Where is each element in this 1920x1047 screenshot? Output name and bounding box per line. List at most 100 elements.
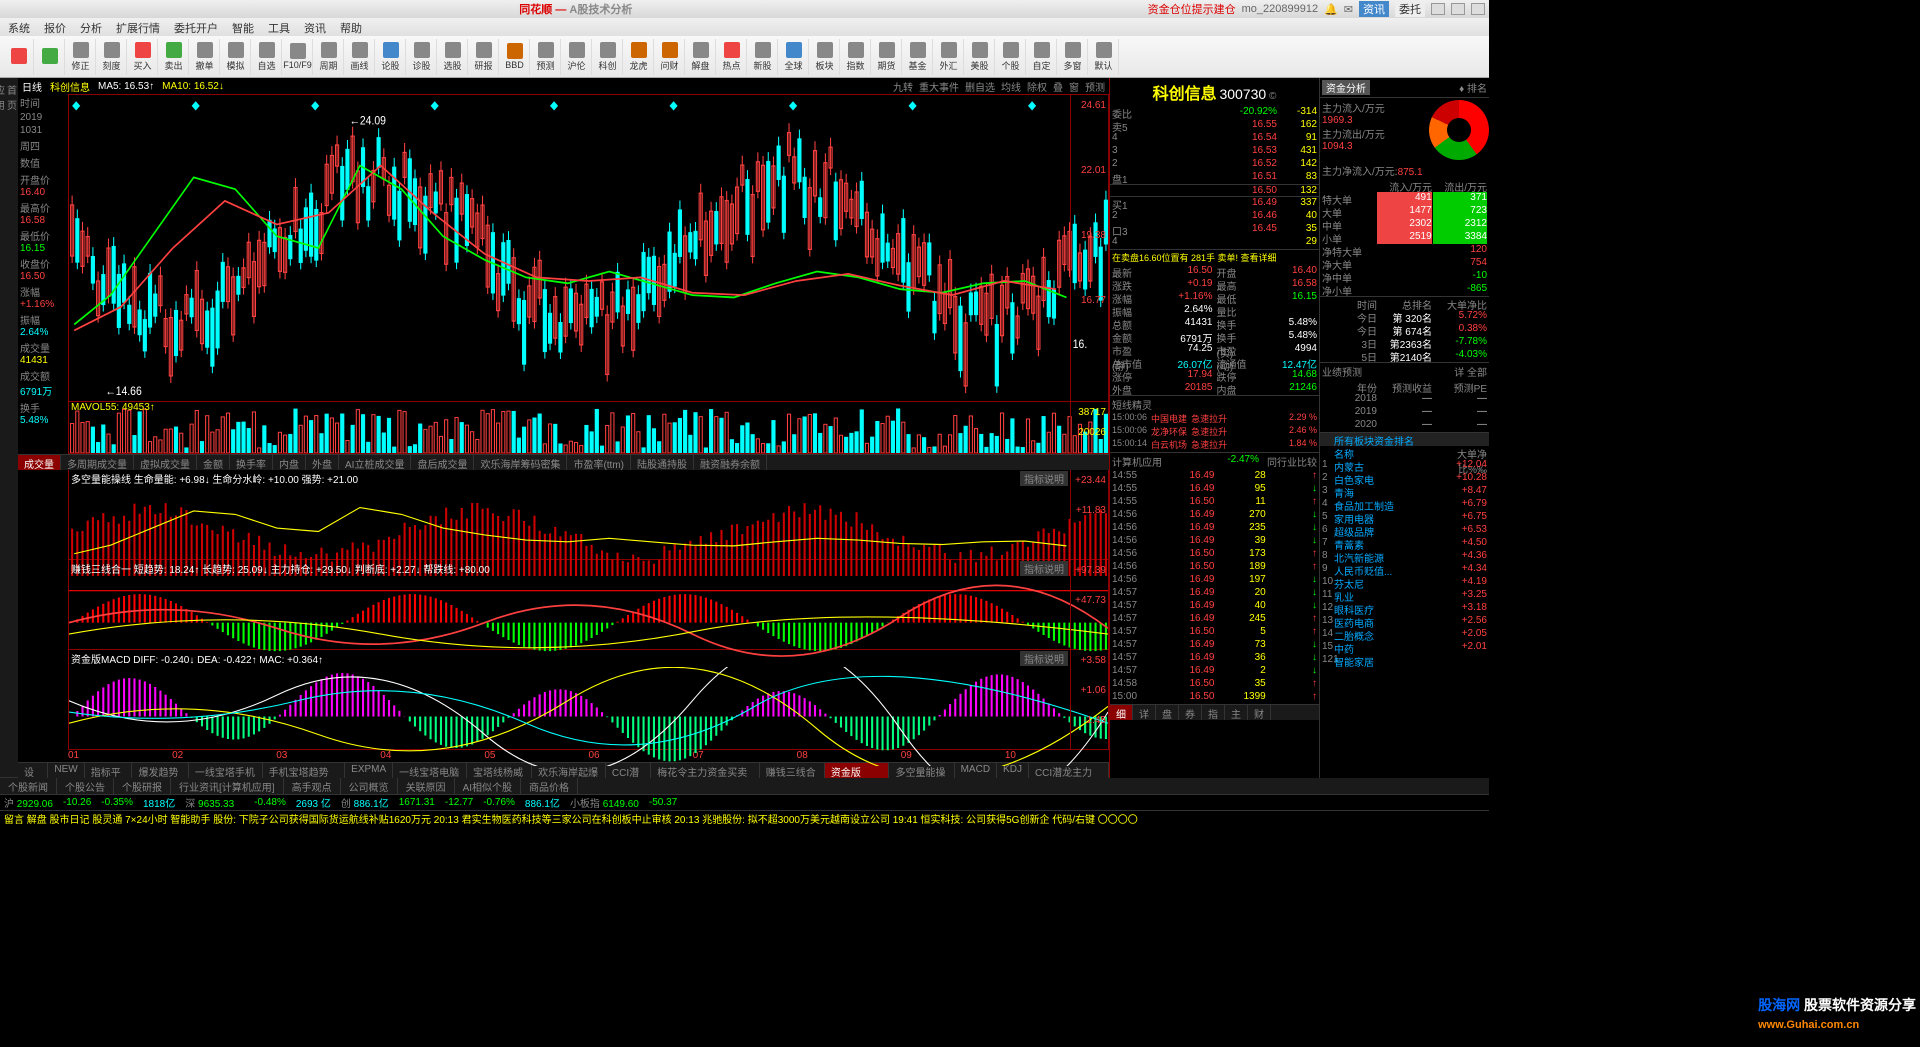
bottomtabs-5[interactable]: 公司概览 — [341, 778, 398, 794]
tbtn-研报[interactable]: 研报 — [469, 39, 499, 75]
ticktabs-4[interactable]: 指 — [1202, 705, 1225, 720]
menu-委托开户[interactable]: 委托开户 — [174, 20, 218, 34]
tbtn-周期[interactable]: 周期 — [314, 39, 344, 75]
ind3-explain[interactable]: 指标说明 — [1020, 651, 1068, 666]
bottomtabs-8[interactable]: 商品价格 — [521, 778, 578, 794]
bottomtabs-6[interactable]: 关联原因 — [398, 778, 455, 794]
msg-icon[interactable]: ✉ — [1344, 3, 1353, 16]
tbtn-外汇[interactable]: 外汇 — [934, 39, 964, 75]
bottomtabs-0[interactable]: 个股新闻 — [0, 778, 57, 794]
indicator-1[interactable]: 多空量能操线 生命量能: +6.98↓ 生命分水岭: +10.00 强势: +2… — [68, 470, 1109, 560]
ticktabs-6[interactable]: 财 — [1248, 705, 1271, 720]
tbtn-F10/F9[interactable]: F10/F9 — [283, 39, 313, 75]
tbtn-修正[interactable]: 修正 — [66, 39, 96, 75]
period[interactable]: 日线 — [22, 79, 42, 94]
bottomtabs-7[interactable]: AI相似个股 — [455, 778, 521, 794]
tbtn-龙虎[interactable]: 龙虎 — [624, 39, 654, 75]
voltabs-0[interactable]: 成交量 — [18, 455, 61, 470]
tbtn-热点[interactable]: 热点 — [717, 39, 747, 75]
tbtn-科创[interactable]: 科创 — [593, 39, 623, 75]
sector-link[interactable]: 同行业比较 — [1267, 454, 1317, 469]
chopt-重大事件[interactable]: 重大事件 — [919, 79, 959, 94]
tbtn-诊股[interactable]: 诊股 — [407, 39, 437, 75]
volume-panel[interactable]: MAVOL55: 49453↑ 3871720026 — [68, 402, 1109, 454]
tbtn-新股[interactable]: 新股 — [748, 39, 778, 75]
tbtn-卖出[interactable]: 卖出 — [159, 39, 189, 75]
menu-系统[interactable]: 系统 — [8, 20, 30, 34]
menu-工具[interactable]: 工具 — [268, 20, 290, 34]
menu-报价[interactable]: 报价 — [44, 20, 66, 34]
tbtn-买入[interactable]: 买入 — [128, 39, 158, 75]
tbtn-选股[interactable]: 选股 — [438, 39, 468, 75]
chopt-删自选[interactable]: 删自选 — [965, 79, 995, 94]
tbtn-自选[interactable]: 自选 — [252, 39, 282, 75]
tbtn-自定[interactable]: 自定 — [1027, 39, 1057, 75]
voltabs-2[interactable]: 虚拟成交量 — [134, 455, 197, 470]
bottomtabs-2[interactable]: 个股研报 — [114, 778, 171, 794]
tbtn-多窗[interactable]: 多窗 — [1058, 39, 1088, 75]
voltabs-3[interactable]: 金额 — [197, 455, 230, 470]
tbtn-模拟[interactable]: 模拟 — [221, 39, 251, 75]
voltabs-5[interactable]: 内盘 — [273, 455, 306, 470]
chopt-九转[interactable]: 九转 — [893, 79, 913, 94]
voltabs-7[interactable]: AI立桩成交量 — [339, 455, 411, 470]
ticktabs-3[interactable]: 券 — [1179, 705, 1202, 720]
ind2-explain[interactable]: 指标说明 — [1020, 561, 1068, 576]
chopt-窗[interactable]: 窗 — [1069, 79, 1079, 94]
order-btn[interactable]: 委托 — [1395, 1, 1425, 17]
nav-应用[interactable]: 应用 — [0, 78, 6, 778]
tbtn-基金[interactable]: 基金 — [903, 39, 933, 75]
ind1-explain[interactable]: 指标说明 — [1020, 471, 1068, 486]
ticktabs-0[interactable]: 细 — [1110, 705, 1133, 720]
tbtn-预测[interactable]: 预测 — [531, 39, 561, 75]
bottomtabs-3[interactable]: 行业资讯[计算机应用] — [171, 778, 284, 794]
voltabs-8[interactable]: 盘后成交量 — [411, 455, 474, 470]
close-icon[interactable] — [1471, 3, 1485, 15]
stock-badge[interactable]: © — [1269, 91, 1276, 102]
ticktabs-2[interactable]: 盘 — [1156, 705, 1179, 720]
indicator-2[interactable]: 赚钱三线合一 短趋势: 18.24↑ 长趋势: 25.09↓ 主力持仓: +29… — [68, 560, 1109, 650]
tbtn-沪伦[interactable]: 沪伦 — [562, 39, 592, 75]
voltabs-10[interactable]: 市盈率(ttm) — [567, 455, 631, 470]
tbtn-[interactable] — [4, 39, 34, 75]
tbtn-美股[interactable]: 美股 — [965, 39, 995, 75]
tbtn-指数[interactable]: 指数 — [841, 39, 871, 75]
tbtn-BBD[interactable]: BBD — [500, 39, 530, 75]
voltabs-6[interactable]: 外盘 — [306, 455, 339, 470]
news-btn[interactable]: 资讯 — [1359, 1, 1389, 17]
rank-tab[interactable]: ♦ 排名 — [1459, 80, 1487, 95]
indtabs-0[interactable]: 设置 — [18, 763, 48, 778]
tbtn-[interactable] — [35, 39, 65, 75]
menu-扩展行情[interactable]: 扩展行情 — [116, 20, 160, 34]
menu-帮助[interactable]: 帮助 — [340, 20, 362, 34]
tbtn-个股[interactable]: 个股 — [996, 39, 1026, 75]
chopt-预测[interactable]: 预测 — [1085, 79, 1105, 94]
chopt-均线[interactable]: 均线 — [1001, 79, 1021, 94]
bottomtabs-4[interactable]: 高手观点 — [284, 778, 341, 794]
max-icon[interactable] — [1451, 3, 1465, 15]
voltabs-11[interactable]: 陆股通持股 — [631, 455, 694, 470]
bottomtabs-1[interactable]: 个股公告 — [57, 778, 114, 794]
indicator-3[interactable]: 资金版MACD DIFF: -0.240↓ DEA: -0.422↑ MAC: … — [68, 650, 1109, 750]
menu-分析[interactable]: 分析 — [80, 20, 102, 34]
tbtn-解盘[interactable]: 解盘 — [686, 39, 716, 75]
min-icon[interactable] — [1431, 3, 1445, 15]
chopt-叠[interactable]: 叠 — [1053, 79, 1063, 94]
tbtn-问财[interactable]: 问财 — [655, 39, 685, 75]
chopt-除权[interactable]: 除权 — [1027, 79, 1047, 94]
news-ticker[interactable]: 留言 解盘 股市日记 股灵通 7×24小时 智能助手 股份: 下院子公司获得国际… — [0, 810, 1489, 824]
tbtn-画线[interactable]: 画线 — [345, 39, 375, 75]
ticktabs-5[interactable]: 主 — [1225, 705, 1248, 720]
tbtn-撤单[interactable]: 撤单 — [190, 39, 220, 75]
main-chart[interactable]: ◆◆◆◆◆◆◆◆◆ ←24.09 ←14.66 16. 24.6122.0119… — [68, 94, 1109, 402]
tbtn-全球[interactable]: 全球 — [779, 39, 809, 75]
bell-icon[interactable]: 🔔 — [1324, 3, 1338, 16]
nav-首页[interactable]: 首页 — [6, 78, 18, 778]
tbtn-期货[interactable]: 期货 — [872, 39, 902, 75]
ticktabs-1[interactable]: 详 — [1133, 705, 1156, 720]
notice[interactable]: 资金仓位提示建仓 — [1148, 1, 1236, 17]
voltabs-1[interactable]: 多周期成交量 — [61, 455, 134, 470]
menu-智能[interactable]: 智能 — [232, 20, 254, 34]
tbtn-论股[interactable]: 论股 — [376, 39, 406, 75]
tbtn-默认[interactable]: 默认 — [1089, 39, 1119, 75]
